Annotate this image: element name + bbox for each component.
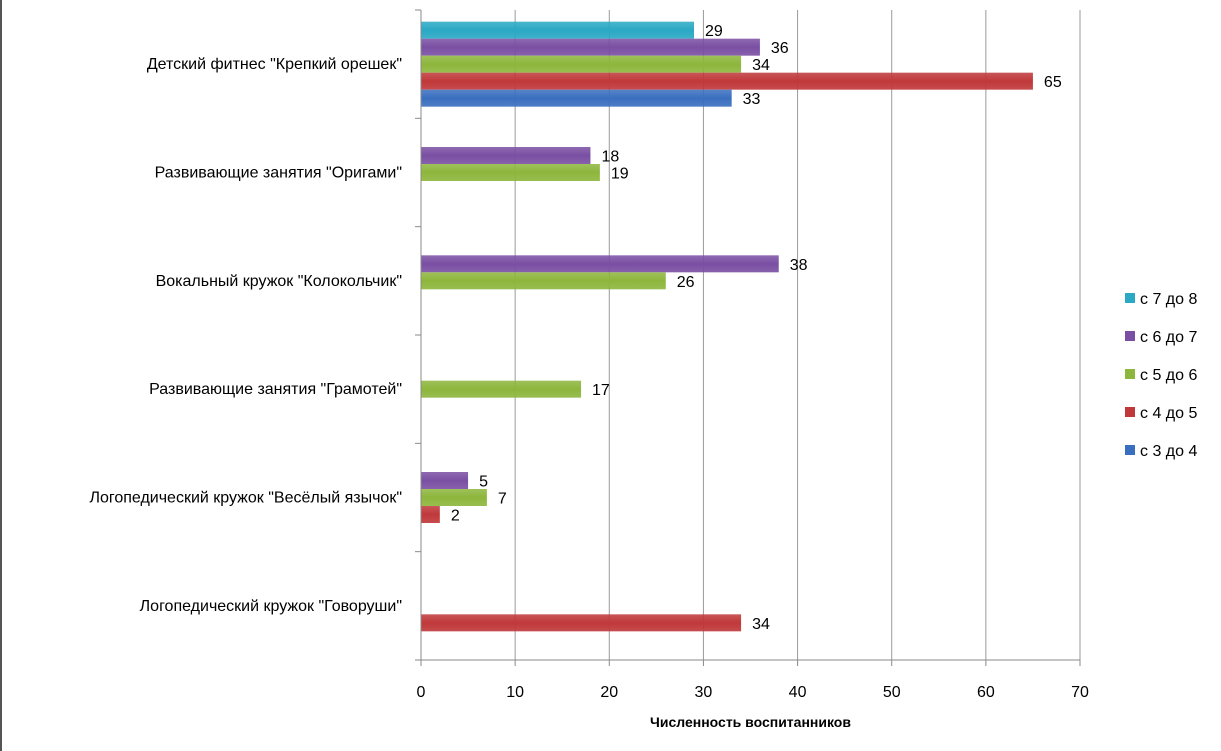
category-label: Детский фитнес "Крепкий орешек" bbox=[147, 56, 402, 73]
bar bbox=[421, 38, 760, 56]
legend-label: с 7 до 8 bbox=[1140, 291, 1197, 308]
category-label: Логопедический кружок "Весёлый язычок" bbox=[89, 490, 402, 507]
bar bbox=[421, 489, 487, 506]
bar bbox=[421, 506, 440, 523]
x-axis-title: Численность воспитанников bbox=[650, 714, 851, 730]
legend-label: с 3 до 4 bbox=[1140, 443, 1197, 460]
bar bbox=[421, 72, 1033, 90]
bar bbox=[421, 21, 695, 39]
data-label: 36 bbox=[771, 40, 789, 57]
bar bbox=[421, 614, 742, 632]
legend-label: с 6 до 7 bbox=[1140, 329, 1197, 346]
category-label: Логопедический кружок "Говоруши" bbox=[140, 598, 402, 615]
data-label: 34 bbox=[752, 616, 770, 633]
axes bbox=[415, 9, 1081, 666]
data-label: 5 bbox=[479, 474, 488, 491]
data-label: 65 bbox=[1044, 74, 1062, 91]
bar bbox=[421, 272, 666, 290]
x-tick-label: 70 bbox=[1071, 684, 1089, 701]
x-tick-label: 10 bbox=[506, 684, 524, 701]
bar bbox=[421, 89, 732, 107]
x-tick-label: 30 bbox=[695, 684, 713, 701]
bar bbox=[421, 472, 469, 489]
x-tick-label: 50 bbox=[883, 684, 901, 701]
data-label: 26 bbox=[677, 274, 695, 291]
labels: 0 10 20 30 40 50 60 70 Детский фитнес "Крепкий о… bbox=[89, 23, 1089, 730]
legend-label: с 4 до 5 bbox=[1140, 405, 1197, 422]
bar bbox=[421, 147, 591, 164]
data-label: 19 bbox=[611, 166, 629, 183]
legend-swatch bbox=[1125, 293, 1135, 303]
legend-swatch bbox=[1125, 331, 1135, 341]
legend-swatch bbox=[1125, 445, 1135, 455]
x-tick-label: 40 bbox=[789, 684, 807, 701]
data-label: 2 bbox=[451, 508, 460, 525]
data-label: 29 bbox=[705, 23, 723, 40]
bars bbox=[421, 21, 1033, 632]
category-label: Развивающие занятия "Оригами" bbox=[155, 165, 402, 182]
x-tick-label: 20 bbox=[600, 684, 618, 701]
bar bbox=[421, 55, 742, 73]
category-label: Вокальный кружок "Колокольчик" bbox=[156, 273, 402, 290]
data-label: 7 bbox=[498, 491, 507, 508]
data-label: 38 bbox=[790, 257, 808, 274]
gridlines bbox=[420, 10, 1081, 660]
data-label: 17 bbox=[592, 382, 610, 399]
data-label: 34 bbox=[752, 57, 770, 74]
data-label: 33 bbox=[743, 91, 761, 108]
legend-swatch bbox=[1125, 369, 1135, 379]
bar bbox=[421, 255, 779, 273]
bar bbox=[421, 164, 600, 181]
legend-label: с 5 до 6 bbox=[1140, 367, 1197, 384]
category-label: Развивающие занятия "Грамотей" bbox=[149, 381, 402, 398]
legend: с 7 до 8 с 6 до 7 с 5 до 6 с 4 до 5 с 3 до 4 bbox=[1125, 291, 1197, 460]
bar bbox=[421, 380, 582, 398]
legend-swatch bbox=[1125, 407, 1135, 417]
x-tick-label: 0 bbox=[417, 684, 426, 701]
data-label: 18 bbox=[601, 149, 619, 166]
x-tick-label: 60 bbox=[977, 684, 995, 701]
